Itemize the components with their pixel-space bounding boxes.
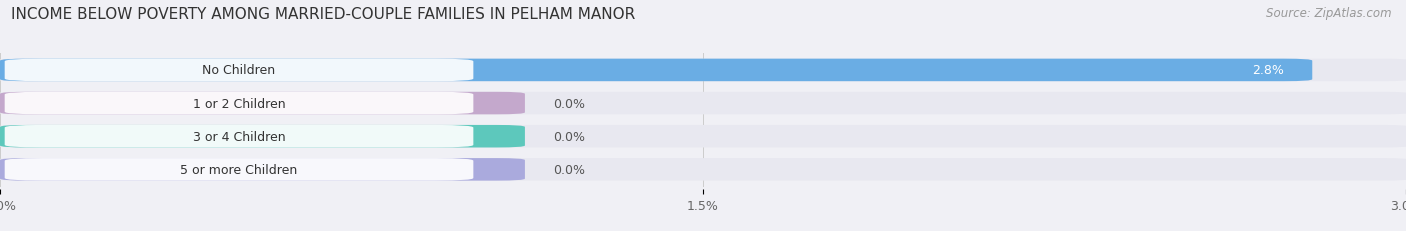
Text: 0.0%: 0.0% xyxy=(553,163,585,176)
Text: 0.0%: 0.0% xyxy=(553,130,585,143)
Text: 0.0%: 0.0% xyxy=(553,97,585,110)
FancyBboxPatch shape xyxy=(4,158,474,181)
FancyBboxPatch shape xyxy=(4,125,474,148)
FancyBboxPatch shape xyxy=(0,59,1406,82)
Text: 3 or 4 Children: 3 or 4 Children xyxy=(193,130,285,143)
FancyBboxPatch shape xyxy=(0,125,524,148)
FancyBboxPatch shape xyxy=(0,158,1406,181)
FancyBboxPatch shape xyxy=(4,92,474,115)
Text: INCOME BELOW POVERTY AMONG MARRIED-COUPLE FAMILIES IN PELHAM MANOR: INCOME BELOW POVERTY AMONG MARRIED-COUPL… xyxy=(11,7,636,22)
Text: No Children: No Children xyxy=(202,64,276,77)
FancyBboxPatch shape xyxy=(0,92,524,115)
Text: 2.8%: 2.8% xyxy=(1253,64,1284,77)
Text: 1 or 2 Children: 1 or 2 Children xyxy=(193,97,285,110)
FancyBboxPatch shape xyxy=(0,59,1312,82)
FancyBboxPatch shape xyxy=(0,158,524,181)
FancyBboxPatch shape xyxy=(0,92,1406,115)
Text: Source: ZipAtlas.com: Source: ZipAtlas.com xyxy=(1267,7,1392,20)
FancyBboxPatch shape xyxy=(0,125,1406,148)
FancyBboxPatch shape xyxy=(4,59,474,82)
Text: 5 or more Children: 5 or more Children xyxy=(180,163,298,176)
